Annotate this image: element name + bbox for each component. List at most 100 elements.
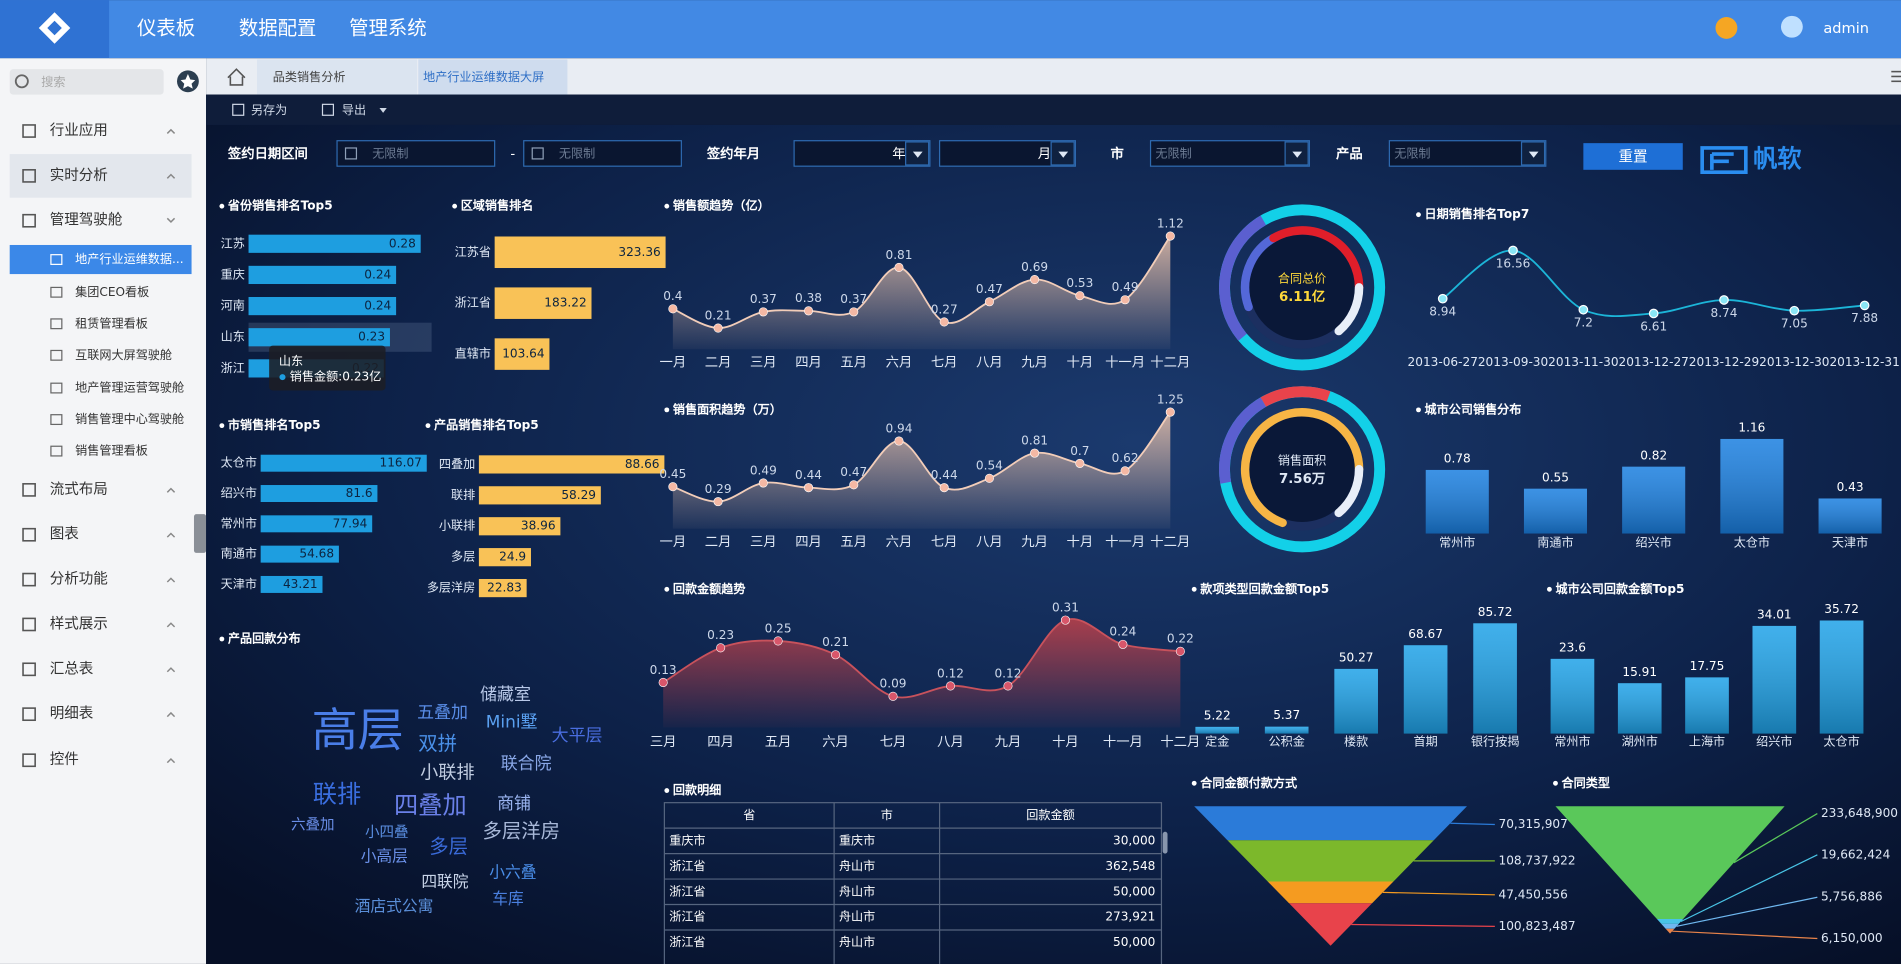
submenu-item[interactable]: 互联网大屏驾驶舱: [75, 347, 172, 362]
menu-item[interactable]: 样式展示: [50, 615, 108, 632]
submenu-item[interactable]: 地产管理运营驾驶舱: [75, 380, 184, 395]
input-placeholder[interactable]: 无限制: [1394, 147, 1430, 161]
value-label: 0.45: [659, 467, 686, 481]
gauge-arc: [1334, 283, 1364, 336]
value-label: 0.4: [663, 289, 683, 303]
menu-item[interactable]: 行业应用: [50, 121, 108, 139]
input-placeholder[interactable]: 无限制: [1155, 147, 1191, 161]
value-label: 0.49: [750, 463, 777, 477]
bar-shade: [1685, 677, 1729, 734]
title-bullet: [1546, 586, 1552, 592]
x-tick-label: 公积金: [1269, 734, 1305, 749]
select-value[interactable]: 月: [1038, 147, 1051, 162]
avatar[interactable]: [1780, 15, 1803, 38]
notification-icon[interactable]: [1715, 17, 1738, 39]
user-name[interactable]: admin: [1823, 21, 1869, 37]
x-tick-label: 2013-12-29: [1689, 355, 1759, 369]
submenu-item[interactable]: 地产行业运维数据...: [75, 251, 183, 266]
select-value[interactable]: 年: [892, 146, 905, 162]
value-label: 0.44: [931, 468, 958, 482]
tooltip-text: 销售金额:0.23亿: [290, 369, 382, 384]
reset-label[interactable]: 重置: [1619, 149, 1648, 166]
point: [894, 262, 904, 272]
bar-shade: [1264, 726, 1309, 734]
value-label: 0.13: [650, 663, 677, 677]
point: [1508, 245, 1518, 256]
category-label: 四叠加: [439, 457, 475, 471]
x-tick-label: 南通市: [1537, 535, 1573, 550]
word: 小六叠: [489, 862, 536, 881]
value-label: 17.75: [1690, 659, 1725, 673]
x-tick-label: 2013-09-30: [1478, 355, 1548, 369]
value-label: 34.01: [1757, 607, 1792, 621]
menu-item[interactable]: 汇总表: [50, 660, 94, 677]
star: [180, 74, 196, 89]
collapse-handle: [193, 514, 207, 553]
reset-button[interactable]: [1583, 143, 1683, 170]
value-label: 0.81: [885, 248, 912, 262]
submenu-item[interactable]: 销售管理看板: [75, 443, 148, 458]
value-label: 0.21: [822, 635, 849, 649]
menu-item[interactable]: 管理驾驶舱: [50, 212, 123, 229]
nav-item[interactable]: 数据配置: [239, 17, 317, 40]
menu-item[interactable]: 图表: [50, 526, 80, 543]
x-tick-label: 一月: [660, 535, 687, 550]
tab-label[interactable]: 地产行业运维数据大屏: [423, 69, 544, 84]
category-label: 江苏: [221, 236, 245, 250]
cell: 舟山市: [839, 883, 875, 898]
value-label: 0.22: [1167, 632, 1194, 646]
separator: -: [510, 147, 515, 162]
home-icon[interactable]: [227, 68, 246, 86]
menu-item[interactable]: 分析功能: [50, 571, 108, 588]
value-label: 7.2: [1574, 316, 1593, 330]
x-tick-label: 五月: [840, 535, 867, 550]
input-placeholder[interactable]: 无限制: [372, 147, 408, 161]
x-tick-label: 八月: [937, 735, 964, 750]
input-placeholder[interactable]: 无限制: [559, 147, 595, 161]
submenu-item[interactable]: 集团CEO看板: [75, 284, 149, 299]
menu-item[interactable]: 流式布局: [50, 481, 108, 498]
x-tick-label: 四月: [795, 356, 822, 371]
toolbar-button[interactable]: 另存为: [251, 103, 287, 117]
chevron: [166, 217, 176, 223]
bar: [260, 515, 373, 533]
point: [849, 480, 859, 490]
gauge-arc: [1240, 233, 1278, 312]
cell: 浙江省: [669, 910, 705, 924]
bar: [478, 578, 527, 598]
value-label: 0.81: [1021, 434, 1048, 448]
x-tick-label: 三月: [750, 356, 777, 371]
submenu-item[interactable]: 销售管理中心驾驶舱: [75, 411, 184, 426]
menu-item[interactable]: 明细表: [50, 705, 94, 722]
x-tick-label: 2013-12-27: [1618, 355, 1688, 369]
submenu-icon: [50, 286, 63, 298]
x-tick-label: 七月: [931, 534, 958, 550]
value-label: 0.69: [1021, 260, 1048, 274]
gauge-arc: [1219, 215, 1267, 341]
x-tick-label: 四月: [795, 535, 822, 550]
header-bar: [0, 0, 1901, 59]
x-tick-label: 九月: [1021, 534, 1048, 550]
value-label: 0.23: [707, 628, 734, 642]
chart-title: 产品销售排名Top5: [434, 417, 539, 432]
menu-item[interactable]: 控件: [50, 751, 79, 768]
value-label: 5.37: [1273, 708, 1300, 722]
nav-item[interactable]: 管理系统: [349, 17, 427, 40]
tab-label[interactable]: 品类销售分析: [273, 69, 346, 84]
word: 商铺: [497, 794, 531, 814]
brand-name: 帆软: [1753, 144, 1802, 173]
word: 双拼: [418, 732, 457, 755]
value-label: 6,150,000: [1821, 931, 1883, 945]
x-tick-label: 2013-12-30: [1759, 355, 1829, 369]
menu-item[interactable]: 实时分析: [50, 167, 108, 184]
category-label: 太仓市: [221, 455, 257, 470]
toolbar-button[interactable]: 导出: [342, 103, 366, 117]
submenu-item[interactable]: 租赁管理看板: [75, 315, 148, 330]
nav-item[interactable]: 仪表板: [137, 17, 195, 40]
search-placeholder[interactable]: 搜索: [41, 74, 65, 89]
x-tick-label: 八月: [976, 356, 1003, 371]
title-bullet: [425, 423, 431, 429]
x-tick-label: 七月: [880, 734, 907, 750]
point: [1075, 458, 1085, 468]
caret: [1292, 151, 1303, 158]
